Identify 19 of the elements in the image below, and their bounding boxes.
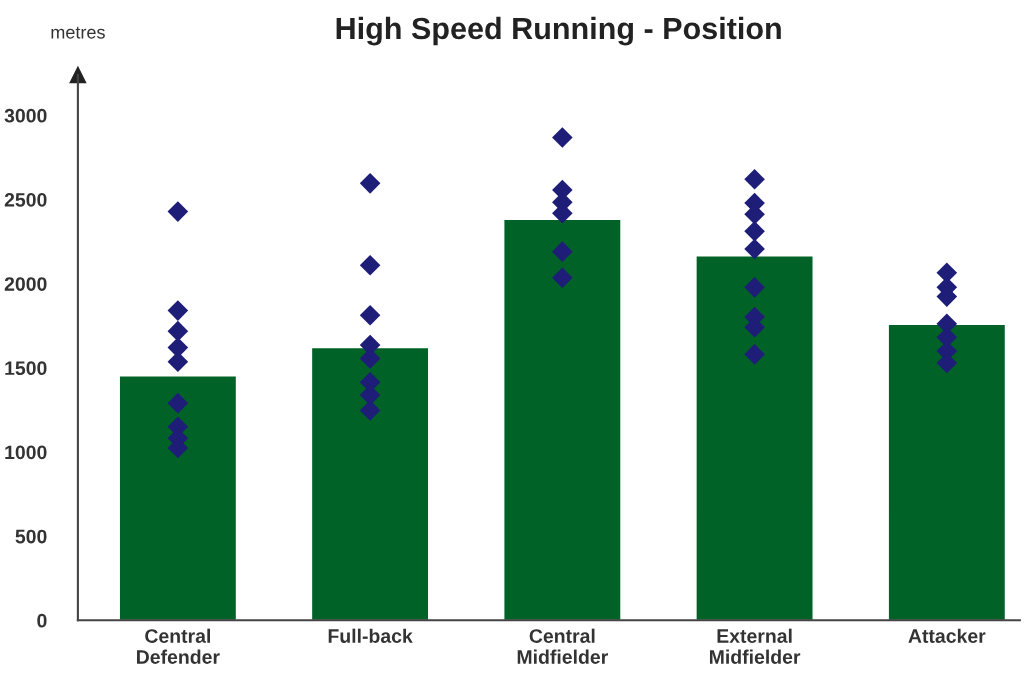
bar [310, 346, 430, 621]
x-tick-label: Full-back [328, 628, 413, 643]
bar [887, 323, 1007, 621]
bar [118, 375, 238, 621]
y-tick-label: 500 [15, 529, 47, 544]
bar [503, 218, 622, 621]
y-tick-label: 1500 [5, 361, 47, 376]
x-tick-label: Central Defender [137, 628, 220, 664]
y-tick-label: 1000 [5, 445, 47, 460]
x-tick-label: Central Midfielder [517, 628, 608, 664]
bar [695, 255, 814, 621]
chart-title: High Speed Running - Position [336, 16, 781, 46]
x-tick-label: External Midfielder [709, 628, 801, 664]
y-tick-label: 0 [37, 613, 47, 628]
y-axis-title: metres [51, 26, 105, 39]
y-tick-label: 3000 [4, 108, 47, 123]
y-tick-label: 2000 [4, 277, 47, 291]
y-tick-label: 2500 [4, 192, 47, 207]
x-tick-label: Attacker [908, 628, 986, 643]
